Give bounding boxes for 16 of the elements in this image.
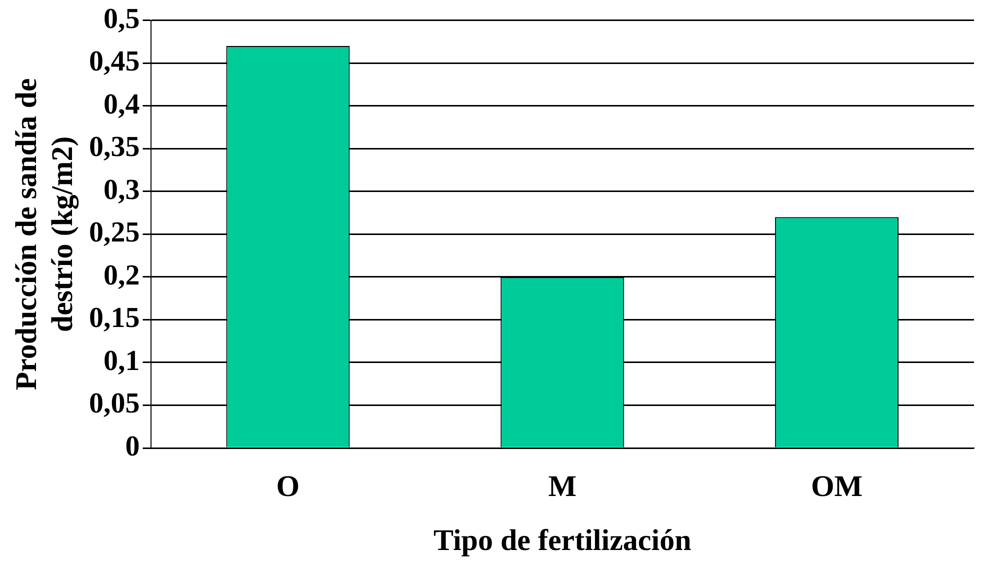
y-tick-label: 0,1 bbox=[104, 344, 140, 377]
x-tick-label: O bbox=[276, 470, 300, 503]
y-tick-label: 0,35 bbox=[89, 131, 140, 164]
y-tick-label: 0,5 bbox=[104, 2, 140, 35]
y-tick-label: 0,45 bbox=[89, 46, 140, 78]
y-tick-label: 0,25 bbox=[89, 216, 140, 249]
y-tick-label: 0,05 bbox=[89, 388, 140, 420]
y-tick-label: 0,2 bbox=[104, 259, 140, 292]
y-axis-title: Producción de sandía de destrío (kg/m2) bbox=[10, 78, 79, 390]
y-tick-label: 0 bbox=[125, 430, 140, 462]
y-tick-label: 0,4 bbox=[104, 88, 140, 120]
x-tick-label: OM bbox=[810, 470, 863, 503]
y-tick-label: 0,15 bbox=[89, 302, 140, 334]
x-axis-title: Tipo de fertilización bbox=[433, 524, 692, 557]
y-tick-label: 0,3 bbox=[104, 174, 140, 206]
x-tick-label: M bbox=[548, 470, 577, 503]
